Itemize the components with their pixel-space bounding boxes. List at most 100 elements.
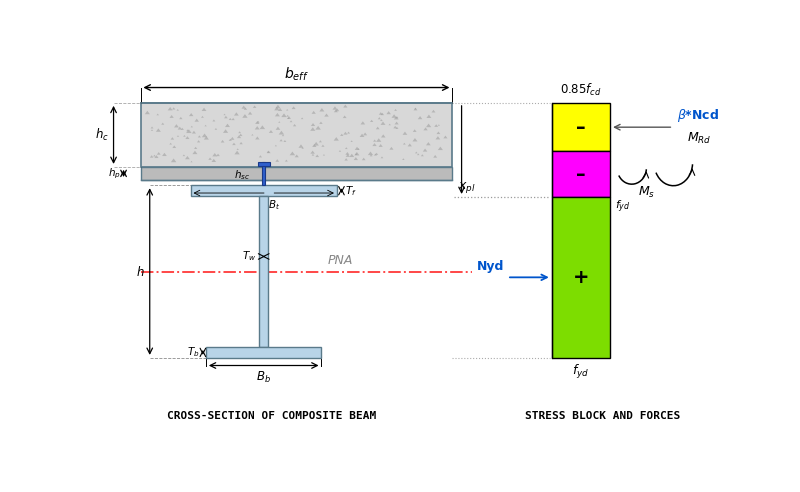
Polygon shape [381, 134, 386, 137]
Polygon shape [311, 111, 316, 114]
Polygon shape [170, 143, 172, 145]
Polygon shape [294, 154, 298, 157]
Polygon shape [379, 112, 382, 115]
Polygon shape [360, 134, 365, 137]
Polygon shape [315, 126, 321, 129]
Polygon shape [197, 140, 200, 142]
Polygon shape [194, 119, 199, 122]
Polygon shape [394, 116, 398, 120]
Polygon shape [150, 155, 154, 157]
Polygon shape [150, 126, 154, 128]
Polygon shape [354, 157, 358, 160]
Bar [190, 185, 337, 196]
Polygon shape [391, 114, 397, 118]
Polygon shape [242, 106, 246, 109]
Polygon shape [314, 142, 319, 146]
Polygon shape [421, 154, 424, 156]
Polygon shape [274, 107, 279, 110]
Polygon shape [186, 129, 191, 133]
Polygon shape [310, 127, 315, 131]
Polygon shape [255, 136, 259, 139]
Polygon shape [403, 143, 406, 145]
Polygon shape [426, 142, 430, 145]
Polygon shape [186, 136, 190, 139]
Polygon shape [344, 158, 348, 160]
Text: $B_b$: $B_b$ [256, 370, 271, 385]
Polygon shape [345, 147, 348, 149]
Polygon shape [343, 132, 347, 135]
Bar [552, 197, 610, 358]
Polygon shape [237, 135, 241, 138]
Polygon shape [380, 119, 382, 121]
Polygon shape [229, 139, 232, 141]
Polygon shape [223, 114, 226, 115]
Polygon shape [415, 152, 418, 154]
Bar [206, 347, 322, 358]
Polygon shape [319, 122, 322, 124]
Polygon shape [315, 154, 319, 157]
Polygon shape [347, 132, 350, 134]
Polygon shape [278, 131, 284, 134]
Polygon shape [201, 116, 204, 118]
Polygon shape [282, 134, 284, 136]
Polygon shape [266, 151, 270, 153]
Polygon shape [334, 110, 338, 112]
Polygon shape [259, 155, 262, 157]
Polygon shape [310, 151, 315, 154]
Polygon shape [343, 105, 347, 108]
Polygon shape [231, 118, 234, 120]
Text: $T_f$: $T_f$ [345, 184, 356, 198]
Polygon shape [157, 114, 159, 115]
Polygon shape [381, 122, 386, 125]
Polygon shape [234, 112, 238, 116]
Polygon shape [376, 127, 380, 129]
Polygon shape [234, 151, 240, 154]
Polygon shape [162, 153, 167, 156]
Polygon shape [374, 154, 377, 155]
Polygon shape [238, 131, 241, 133]
Polygon shape [435, 136, 440, 139]
Polygon shape [434, 124, 438, 127]
Polygon shape [376, 138, 382, 142]
Polygon shape [276, 126, 280, 130]
Text: PNA: PNA [328, 254, 354, 267]
Polygon shape [378, 144, 382, 147]
Polygon shape [373, 140, 376, 142]
Polygon shape [394, 109, 397, 111]
Polygon shape [239, 142, 242, 144]
Polygon shape [323, 154, 325, 155]
Text: $h_c$: $h_c$ [95, 127, 109, 143]
Polygon shape [394, 126, 397, 128]
Polygon shape [285, 159, 288, 161]
Text: $b_{eff}$: $b_{eff}$ [284, 65, 309, 83]
Text: –: – [576, 118, 586, 137]
Polygon shape [162, 123, 164, 125]
Polygon shape [185, 156, 190, 159]
Polygon shape [275, 159, 279, 162]
Polygon shape [312, 144, 317, 147]
Polygon shape [381, 156, 383, 158]
Polygon shape [208, 157, 212, 160]
Polygon shape [287, 116, 291, 119]
Polygon shape [417, 154, 419, 155]
Polygon shape [390, 147, 394, 150]
Polygon shape [168, 107, 173, 110]
Polygon shape [311, 123, 315, 126]
Polygon shape [378, 117, 381, 119]
Polygon shape [212, 153, 218, 156]
Polygon shape [293, 124, 296, 126]
Polygon shape [193, 151, 198, 154]
Polygon shape [342, 116, 346, 118]
Polygon shape [223, 129, 228, 133]
Bar [258, 162, 270, 166]
Polygon shape [254, 126, 260, 129]
Polygon shape [290, 152, 295, 155]
Polygon shape [194, 147, 198, 149]
Polygon shape [151, 129, 153, 131]
Polygon shape [324, 114, 329, 117]
Text: +: + [573, 268, 589, 287]
Polygon shape [251, 134, 254, 135]
Polygon shape [431, 110, 435, 113]
Bar [552, 152, 610, 197]
Polygon shape [260, 125, 265, 129]
